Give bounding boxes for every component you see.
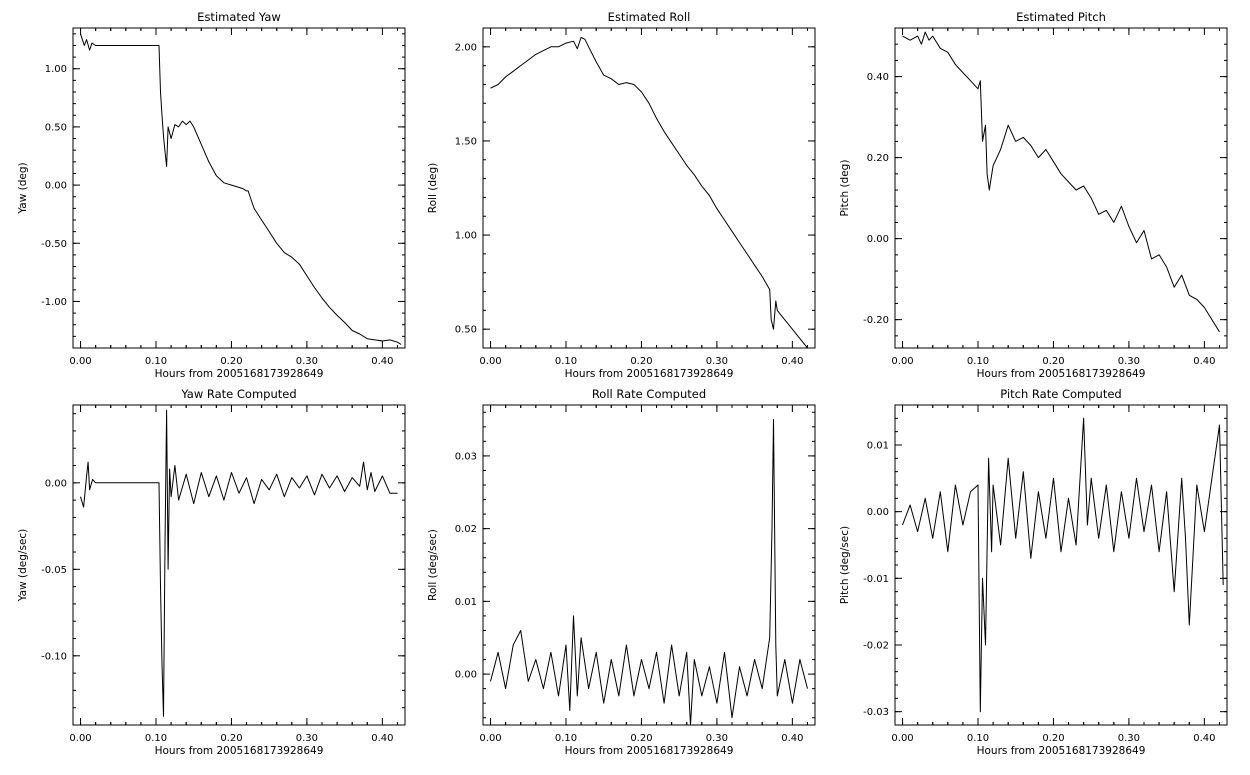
x-tick-label: 0.40 <box>1193 733 1215 744</box>
chart-panel-6: Pitch Rate Computed Hours from 2005168173… <box>839 387 1228 757</box>
y-tick-label: 1.00 <box>45 64 67 75</box>
x-tick-label: 0.30 <box>706 733 728 744</box>
x-tick-label: 0.00 <box>479 733 501 744</box>
y-tick-label: 2.00 <box>455 42 477 53</box>
plot-frame <box>482 27 816 349</box>
chart-title: Estimated Pitch <box>1016 10 1106 24</box>
plot-frame <box>894 27 1228 349</box>
chart-title: Pitch Rate Computed <box>1000 387 1121 401</box>
y-tick-label: 0.40 <box>867 72 889 83</box>
y-tick-label: 0.20 <box>867 153 889 164</box>
y-axis-label: Pitch (deg) <box>839 160 851 217</box>
plot-frame <box>894 404 1228 726</box>
chart-title: Roll Rate Computed <box>592 387 706 401</box>
y-tick-label: -0.05 <box>41 565 67 576</box>
chart-panel-4: Yaw Rate Computed Hours from 200516817392… <box>17 387 406 757</box>
x-tick-label: 0.10 <box>145 356 167 367</box>
x-tick-label: 0.40 <box>781 733 803 744</box>
plot-frame <box>482 404 816 726</box>
x-tick-label: 0.30 <box>1118 356 1140 367</box>
x-axis-label: Hours from 2005168173928649 <box>565 745 734 757</box>
x-tick-label: 0.30 <box>706 356 728 367</box>
chart-title: Yaw Rate Computed <box>180 387 296 401</box>
y-tick-label: -1.00 <box>41 297 67 308</box>
x-tick-label: 0.20 <box>220 733 242 744</box>
y-tick-label: 0.50 <box>45 122 67 133</box>
y-axis-label: Yaw (deg) <box>17 162 29 214</box>
chart-title: Estimated Roll <box>608 10 691 24</box>
x-axis-label: Hours from 2005168173928649 <box>155 368 324 380</box>
x-axis-label: Hours from 2005168173928649 <box>977 745 1146 757</box>
x-axis-label: Hours from 2005168173928649 <box>565 368 734 380</box>
y-tick-label: -0.01 <box>863 574 889 585</box>
y-tick-label: 0.00 <box>455 670 477 681</box>
y-tick-label: 1.00 <box>455 231 477 242</box>
y-tick-label: 0.02 <box>455 524 477 535</box>
x-tick-label: 0.40 <box>371 356 393 367</box>
data-line <box>490 419 808 726</box>
plot-frame <box>72 404 406 726</box>
x-tick-label: 0.10 <box>967 356 989 367</box>
x-axis-label: Hours from 2005168173928649 <box>155 745 324 757</box>
y-tick-label: 0.50 <box>455 325 477 336</box>
x-tick-label: 0.20 <box>1042 356 1064 367</box>
chart-panel-1: Estimated Yaw Hours from 2005168173928649… <box>17 10 406 380</box>
x-tick-label: 0.20 <box>630 733 652 744</box>
x-tick-label: 0.20 <box>630 356 652 367</box>
y-axis-label: Roll (deg/sec) <box>427 529 439 601</box>
x-tick-label: 0.10 <box>967 733 989 744</box>
chart-panel-2: Estimated Roll Hours from 200516817392864… <box>427 10 816 380</box>
y-tick-label: 0.01 <box>455 597 477 608</box>
x-tick-label: 0.10 <box>145 733 167 744</box>
y-tick-label: 1.50 <box>455 136 477 147</box>
y-tick-label: 0.00 <box>45 181 67 192</box>
x-tick-label: 0.00 <box>891 733 913 744</box>
y-tick-label: 0.00 <box>867 507 889 518</box>
chart-panel-3: Estimated Pitch Hours from 20051681739286… <box>839 10 1228 380</box>
x-tick-label: 0.00 <box>479 356 501 367</box>
y-tick-label: 0.03 <box>455 451 477 462</box>
chart-title: Estimated Yaw <box>197 10 281 24</box>
y-tick-label: -0.10 <box>41 651 67 662</box>
x-tick-label: 0.10 <box>555 356 577 367</box>
y-tick-label: -0.03 <box>863 707 889 718</box>
x-tick-label: 0.40 <box>781 356 803 367</box>
plot-frame <box>72 27 406 349</box>
x-tick-label: 0.30 <box>296 356 318 367</box>
y-axis-label: Roll (deg) <box>427 163 439 213</box>
x-tick-label: 0.40 <box>1193 356 1215 367</box>
data-line <box>902 31 1220 333</box>
x-tick-label: 0.30 <box>296 733 318 744</box>
x-tick-label: 0.40 <box>371 733 393 744</box>
x-tick-label: 0.10 <box>555 733 577 744</box>
x-tick-label: 0.00 <box>69 733 91 744</box>
x-tick-label: 0.00 <box>69 356 91 367</box>
data-line <box>80 33 402 345</box>
x-tick-label: 0.20 <box>220 356 242 367</box>
y-tick-label: 0.00 <box>867 234 889 245</box>
y-tick-label: -0.50 <box>41 239 67 250</box>
chart-panel-5: Roll Rate Computed Hours from 20051681739… <box>427 387 816 757</box>
x-tick-label: 0.00 <box>891 356 913 367</box>
data-line <box>80 409 398 717</box>
y-tick-label: -0.20 <box>863 315 889 326</box>
data-line <box>902 417 1224 713</box>
y-tick-label: -0.02 <box>863 641 889 652</box>
y-tick-label: 0.00 <box>45 478 67 489</box>
y-axis-label: Yaw (deg/sec) <box>17 529 29 603</box>
data-line <box>490 36 808 349</box>
x-axis-label: Hours from 2005168173928649 <box>977 368 1146 380</box>
y-axis-label: Pitch (deg/sec) <box>839 526 851 604</box>
x-tick-label: 0.30 <box>1118 733 1140 744</box>
y-tick-label: 0.01 <box>867 441 889 452</box>
x-tick-label: 0.20 <box>1042 733 1064 744</box>
